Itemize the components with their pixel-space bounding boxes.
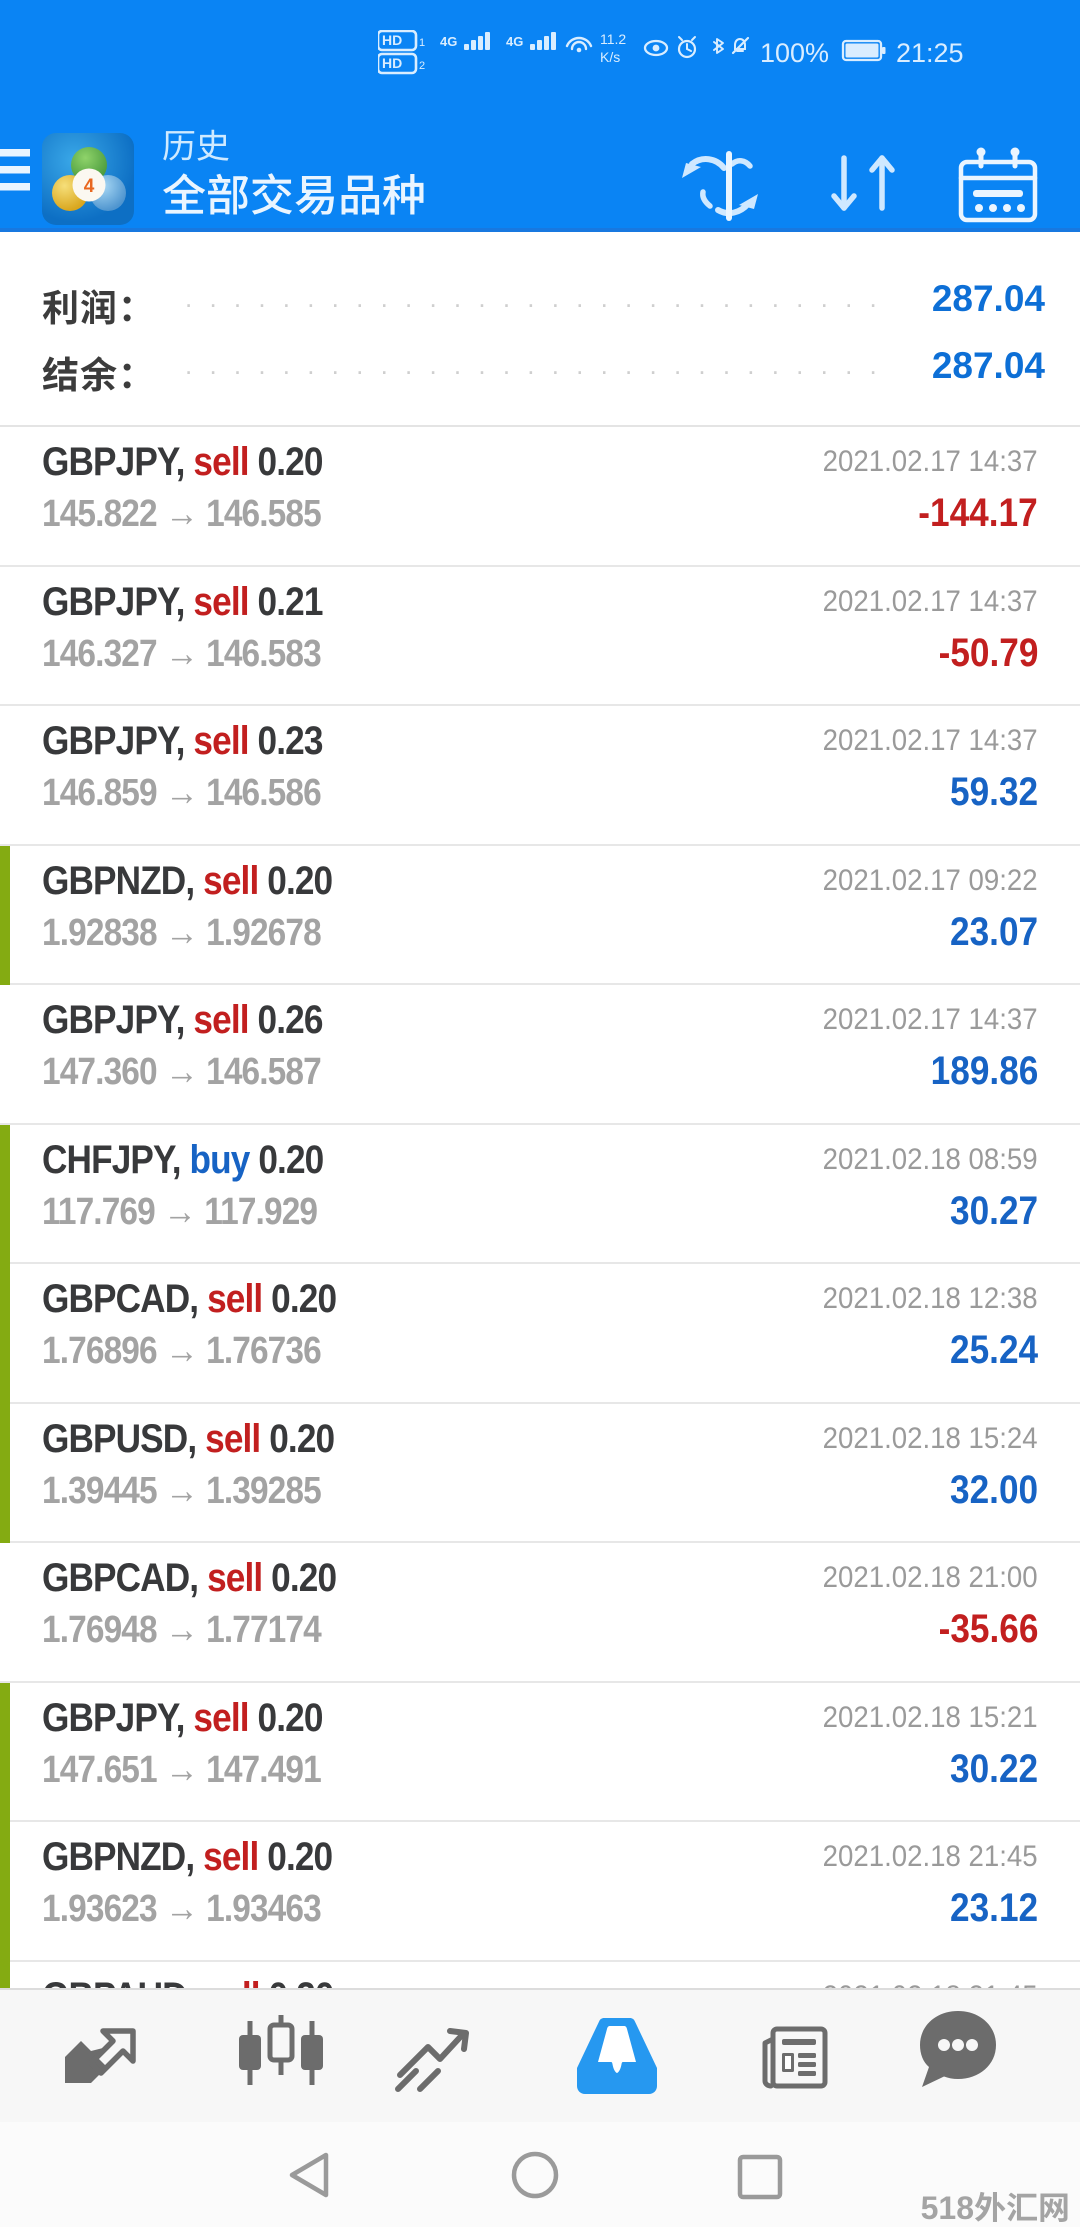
svg-text:100%: 100% bbox=[760, 38, 829, 68]
svg-text:1: 1 bbox=[419, 37, 425, 49]
svg-text:2: 2 bbox=[419, 60, 425, 72]
svg-text:K/s: K/s bbox=[600, 49, 620, 65]
svg-text:4G: 4G bbox=[506, 34, 523, 49]
svg-text:21:25: 21:25 bbox=[896, 38, 964, 68]
svg-text:11.2: 11.2 bbox=[600, 31, 626, 47]
svg-text:HD: HD bbox=[382, 32, 402, 48]
svg-text:HD: HD bbox=[382, 55, 402, 71]
svg-text:4G: 4G bbox=[440, 34, 457, 49]
svg-text:4: 4 bbox=[84, 176, 95, 197]
